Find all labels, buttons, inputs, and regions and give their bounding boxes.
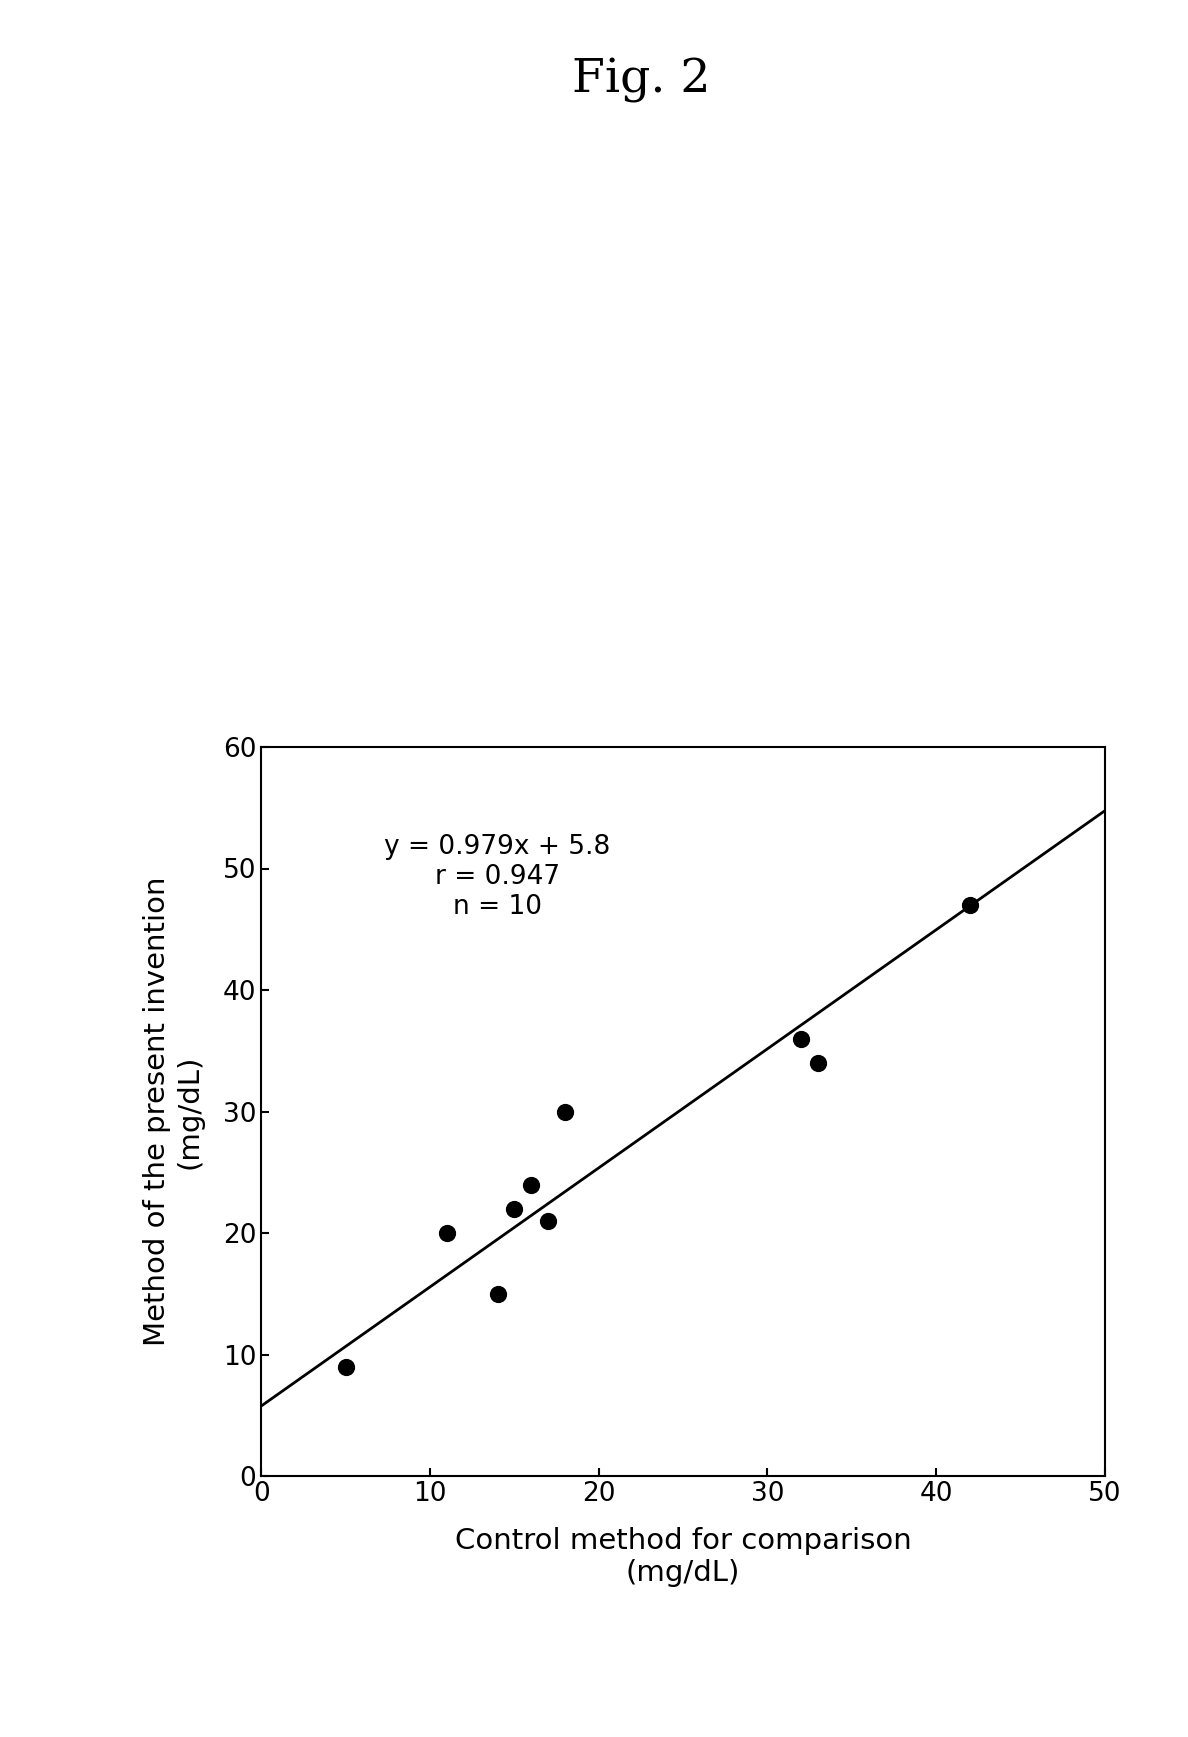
Point: [538, 1207, 557, 1235]
Point: [809, 1049, 828, 1077]
Point: [960, 891, 979, 919]
X-axis label: Control method for comparison
(mg/dL): Control method for comparison (mg/dL): [455, 1527, 911, 1588]
Point: [556, 1098, 575, 1126]
Point: [437, 1219, 456, 1247]
Point: [488, 1280, 507, 1308]
Point: [505, 1195, 524, 1223]
Y-axis label: Method of the present invention
(mg/dL): Method of the present invention (mg/dL): [144, 877, 203, 1346]
Point: [522, 1171, 541, 1199]
Point: [336, 1353, 355, 1381]
Text: Fig. 2: Fig. 2: [573, 57, 710, 102]
Point: [791, 1025, 810, 1053]
Text: y = 0.979x + 5.8
r = 0.947
n = 10: y = 0.979x + 5.8 r = 0.947 n = 10: [385, 834, 611, 921]
